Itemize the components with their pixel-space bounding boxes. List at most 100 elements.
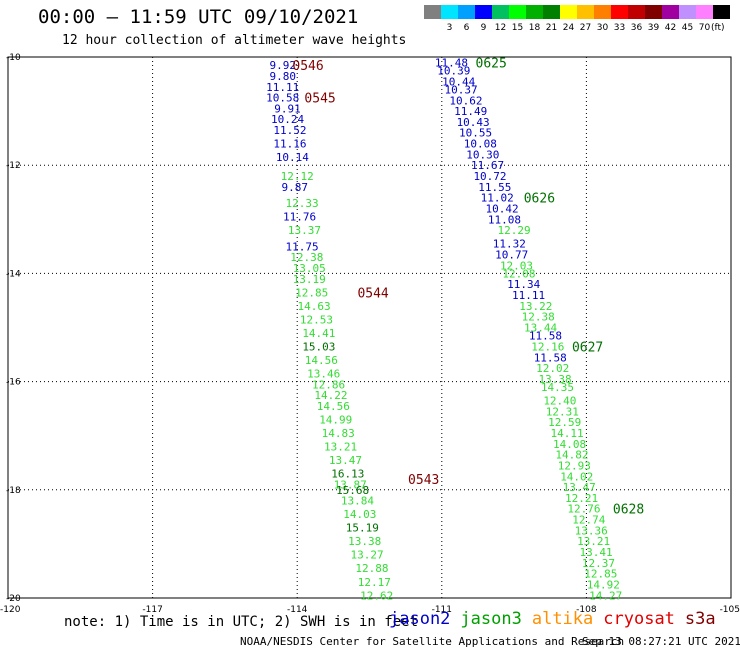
wave-height-label: 13.47 — [329, 454, 362, 467]
wave-height-label: 11.16 — [273, 138, 306, 151]
wave-height-label: 12.12 — [281, 170, 314, 183]
wave-height-label: 11.02 — [481, 192, 514, 205]
wave-height-label: 13.46 — [307, 367, 340, 380]
color-scale-legend — [424, 5, 730, 19]
pass-time-label: 0628 — [613, 503, 644, 518]
wave-height-label: 11.52 — [273, 124, 306, 137]
wave-height-label: 12.85 — [295, 286, 328, 299]
wave-height-label: 14.11 — [551, 427, 584, 440]
legend-swatch-label: 36 — [630, 23, 643, 33]
x-tick-label: -105 — [720, 605, 740, 615]
legend-swatch-label: 21 — [545, 23, 558, 33]
wave-height-label: 10.55 — [459, 127, 492, 140]
wave-height-label: 10.62 — [449, 94, 482, 107]
legend-swatch-label: 30 — [596, 23, 609, 33]
wave-height-label: 11.67 — [471, 159, 504, 172]
wave-height-label: 13.21 — [324, 441, 357, 454]
wave-height-label: 10.44 — [442, 75, 475, 88]
wave-height-label: 13.38 — [348, 535, 381, 548]
satellite-name: altika — [531, 609, 594, 629]
legend-swatch-label: 3 — [446, 23, 453, 33]
wave-height-label: 14.03 — [343, 508, 376, 521]
y-tick-label: -16 — [6, 378, 21, 388]
legend-swatch-label: 70 — [698, 23, 711, 33]
wave-height-label: 13.27 — [351, 549, 384, 562]
wave-height-label: 13.47 — [563, 481, 596, 494]
wave-height-label: 10.24 — [271, 113, 304, 126]
wave-height-label: 15.19 — [346, 522, 379, 535]
legend-swatch-label: 42 — [664, 23, 677, 33]
wave-height-label: 12.38 — [522, 311, 555, 324]
wave-height-label: 12.08 — [502, 267, 535, 280]
x-tick-label: -111 — [432, 605, 452, 615]
legend-swatch — [509, 5, 526, 19]
wave-height-label: 12.21 — [565, 492, 598, 505]
legend-swatch — [543, 5, 560, 19]
satellite-name: cryosat — [603, 609, 675, 629]
satellite-name: s3a — [684, 609, 716, 629]
legend-swatch — [713, 5, 730, 19]
footnote: note: 1) Time is in UTC; 2) SWH is in fe… — [64, 614, 419, 630]
wave-height-label: 12.62 — [360, 589, 393, 602]
wave-height-label: 11.58 — [534, 351, 567, 364]
legend-swatch-label: 18 — [528, 23, 541, 33]
wave-height-label: 12.88 — [355, 562, 388, 575]
legend-swatch — [611, 5, 628, 19]
legend-swatch-label: 12 — [494, 23, 507, 33]
wave-height-label: 10.43 — [457, 116, 490, 129]
credit-line: NOAA/NESDIS Center for Satellite Applica… — [240, 635, 625, 648]
legend-swatch — [577, 5, 594, 19]
legend-swatch-label: 27 — [579, 23, 592, 33]
wave-height-label: 12.29 — [498, 224, 531, 237]
wave-height-label: 14.56 — [305, 354, 338, 367]
wave-height-label: 13.84 — [341, 495, 374, 508]
wave-height-label: 14.92 — [587, 578, 620, 591]
wave-height-label: 10.58 — [266, 92, 299, 105]
pass-time-label: 0544 — [357, 286, 388, 301]
chart-subtitle: 12 hour collection of altimeter wave hei… — [62, 33, 407, 48]
wave-height-label: 13.44 — [524, 322, 557, 335]
pass-time-label: 0626 — [524, 192, 555, 207]
legend-swatch — [679, 5, 696, 19]
legend-swatch-label: 15 — [511, 23, 524, 33]
wave-height-label: 11.08 — [488, 213, 521, 226]
wave-height-label: 14.35 — [541, 381, 574, 394]
legend-swatch-label: 6 — [463, 23, 470, 33]
wave-height-label: 14.63 — [298, 300, 331, 313]
satellite-name: jason3 — [460, 609, 522, 629]
pass-time-label: 0543 — [408, 473, 439, 488]
wave-height-label: 12.33 — [285, 197, 318, 210]
wave-height-label: 11.32 — [493, 238, 526, 251]
wave-height-label: 9.91 — [274, 102, 301, 115]
wave-height-label: 14.99 — [319, 413, 352, 426]
wave-height-label: 12.59 — [548, 416, 581, 429]
wave-height-label: 11.11 — [266, 81, 299, 94]
wave-height-label: 12.85 — [584, 568, 617, 581]
y-tick-label: -10 — [6, 53, 21, 63]
wave-height-label: 11.55 — [478, 181, 511, 194]
wave-height-label: 10.37 — [445, 83, 478, 96]
legend-swatch-label: 9 — [480, 23, 487, 33]
wave-height-label: 14.08 — [553, 438, 586, 451]
satellite-legend: jason2 jason3 altika cryosat s3a — [389, 609, 726, 629]
wave-height-label: 10.14 — [276, 151, 309, 164]
wave-height-label: 16.13 — [331, 468, 364, 481]
generated-timestamp: Sep 13 08:27:21 UTC 2021 — [582, 635, 740, 648]
wave-height-label: 11.34 — [507, 278, 540, 291]
wave-height-label: 14.02 — [560, 470, 593, 483]
wave-height-label: 13.19 — [293, 273, 326, 286]
legend-swatch — [526, 5, 543, 19]
wave-height-label: 14.82 — [555, 449, 588, 462]
wave-height-label: 12.38 — [290, 251, 323, 264]
wave-height-label: 13.21 — [577, 535, 610, 548]
wave-height-label: 14.41 — [302, 327, 335, 340]
wave-height-label: 10.39 — [437, 65, 470, 78]
y-tick-label: -14 — [6, 269, 21, 279]
wave-height-label: 14.83 — [322, 427, 355, 440]
wave-height-label: 12.02 — [536, 362, 569, 375]
legend-swatch-label: 33 — [613, 23, 626, 33]
wave-height-label: 10.77 — [495, 248, 528, 261]
wave-height-label: 9.92 — [269, 59, 296, 72]
wave-height-label: 10.08 — [464, 138, 497, 151]
